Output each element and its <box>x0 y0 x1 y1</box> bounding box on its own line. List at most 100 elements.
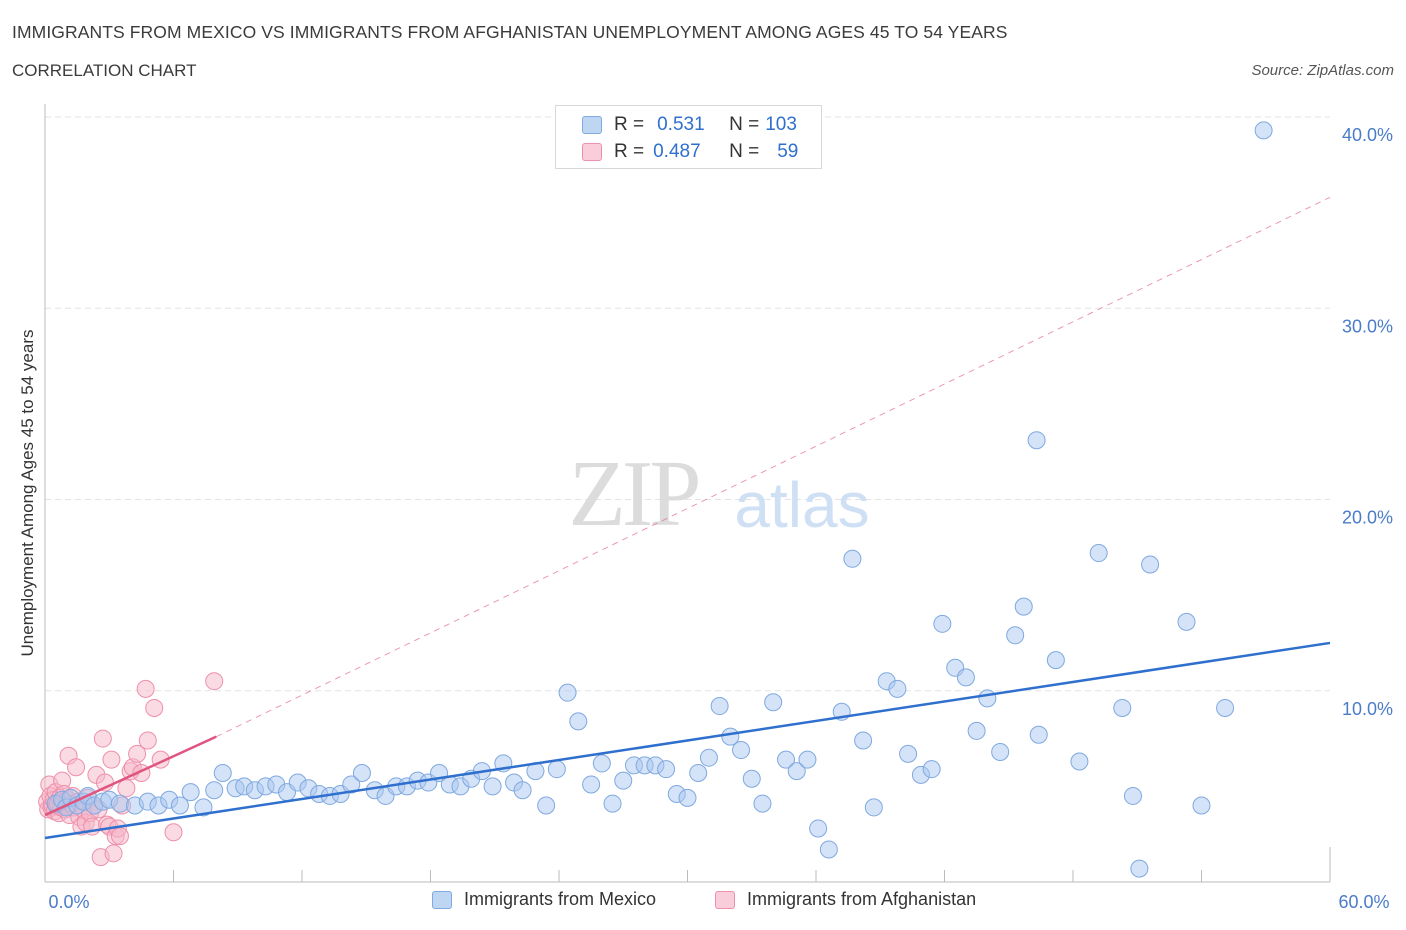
chart-title: IMMIGRANTS FROM MEXICO VS IMMIGRANTS FRO… <box>12 22 1008 42</box>
data-point-mexico <box>742 769 761 788</box>
data-point-mexico <box>592 754 611 773</box>
data-point-mexico <box>899 744 918 763</box>
data-point-mexico <box>967 721 986 740</box>
correlation-legend: R = 0.531 N = 103 R = 0.487 N = 59 <box>555 105 822 169</box>
data-point-mexico <box>1177 612 1196 631</box>
data-point-mexico <box>1216 698 1235 717</box>
data-point-mexico <box>1046 651 1065 670</box>
data-point-mexico <box>657 760 676 779</box>
data-point-mexico <box>732 741 751 760</box>
data-point-mexico <box>1070 752 1089 771</box>
data-point-afghanistan <box>104 844 123 863</box>
data-point-mexico <box>614 771 633 790</box>
data-point-mexico <box>569 712 588 731</box>
data-point-mexico <box>342 775 361 794</box>
watermark-zip: ZIP <box>569 442 699 546</box>
data-point-mexico <box>1027 431 1046 450</box>
data-point-afghanistan <box>164 823 183 842</box>
legend-r-value-mexico: 0.531 <box>657 114 705 135</box>
bottom-legend-afghanistan: Immigrants from Afghanistan <box>715 889 976 910</box>
series-afghanistan-points <box>38 672 224 867</box>
data-point-afghanistan <box>145 698 164 717</box>
data-point-afghanistan <box>93 729 112 748</box>
data-point-mexico <box>537 796 556 815</box>
legend-swatch-mexico <box>582 116 602 134</box>
data-point-mexico <box>991 742 1010 761</box>
data-point-afghanistan <box>138 731 157 750</box>
axes <box>44 104 1331 883</box>
y-tick-label: 10.0% <box>1342 699 1393 719</box>
data-point-afghanistan <box>205 672 224 691</box>
data-point-mexico <box>922 760 941 779</box>
data-point-mexico <box>710 697 729 716</box>
legend-n-label: N = <box>729 141 760 162</box>
data-point-mexico <box>787 762 806 781</box>
data-point-mexico <box>547 760 566 779</box>
legend-swatch-afghanistan <box>582 143 602 161</box>
data-point-mexico <box>1006 626 1025 645</box>
data-point-mexico <box>205 781 224 800</box>
data-point-mexico <box>798 750 817 769</box>
legend-row-mexico: R = 0.531 N = 103 <box>582 113 797 137</box>
data-point-mexico <box>1123 786 1142 805</box>
data-point-afghanistan <box>67 758 86 777</box>
data-point-mexico <box>194 798 213 817</box>
data-point-afghanistan <box>136 679 155 698</box>
data-point-mexico <box>819 840 838 859</box>
data-point-mexico <box>1130 859 1149 878</box>
data-point-mexico <box>1254 121 1273 140</box>
trend-line-afghanistan <box>44 735 217 817</box>
data-point-mexico <box>933 614 952 633</box>
data-point-mexico <box>753 794 772 813</box>
trend-line-mexico <box>44 641 1331 840</box>
data-point-mexico <box>582 775 601 794</box>
legend-row-afghanistan: R = 0.487 N = 59 <box>582 140 798 164</box>
data-point-mexico <box>110 794 129 813</box>
y-axis-label: Unemployment Among Ages 45 to 54 years <box>18 330 37 657</box>
bottom-legend-swatch-afghanistan <box>715 890 735 909</box>
data-point-afghanistan <box>102 750 121 769</box>
data-point-mexico <box>513 781 532 800</box>
y-tick-labels: 10.0% 20.0% 30.0% 40.0% <box>1342 125 1393 719</box>
y-tick-label: 30.0% <box>1342 316 1393 336</box>
data-point-afghanistan <box>128 744 147 763</box>
data-point-mexico <box>352 763 371 782</box>
trend-lines <box>216 196 1331 738</box>
legend-n-value-mexico: 103 <box>765 114 797 135</box>
data-point-mexico <box>1089 544 1108 563</box>
legend-r-label: R = <box>614 141 645 162</box>
data-point-mexico <box>1113 698 1132 717</box>
data-point-mexico <box>699 748 718 767</box>
source-credit: Source: ZipAtlas.com <box>1251 62 1394 79</box>
data-point-mexico <box>170 796 189 815</box>
x-tick-min: 0.0% <box>48 892 89 912</box>
bottom-legend-label-afghanistan: Immigrants from Afghanistan <box>747 889 977 909</box>
data-point-afghanistan <box>117 779 136 798</box>
legend-r-label: R = <box>614 114 645 135</box>
data-point-mexico <box>558 683 577 702</box>
grid-lines <box>45 116 1330 692</box>
series-mexico-points <box>46 121 1273 878</box>
legend-n-value-afghanistan: 59 <box>777 141 799 162</box>
data-point-mexico <box>864 798 883 817</box>
data-point-mexico <box>888 679 907 698</box>
bottom-legend-swatch-mexico <box>432 890 452 909</box>
data-point-mexico <box>603 794 622 813</box>
data-point-mexico <box>1192 796 1211 815</box>
bottom-legend-label-mexico: Immigrants from Mexico <box>464 889 657 909</box>
chart-subtitle: CORRELATION CHART <box>12 61 197 80</box>
data-point-mexico <box>1029 725 1048 744</box>
data-point-mexico <box>1014 597 1033 616</box>
watermark-atlas: atlas <box>734 469 869 541</box>
data-point-mexico <box>809 819 828 838</box>
data-point-mexico <box>764 693 783 712</box>
data-point-mexico <box>678 788 697 807</box>
data-point-mexico <box>689 763 708 782</box>
data-point-mexico <box>1141 555 1160 574</box>
bottom-legend-mexico: Immigrants from Mexico <box>432 889 656 910</box>
data-point-mexico <box>777 750 796 769</box>
legend-n-label: N = <box>729 114 760 135</box>
watermark: ZIP atlas <box>569 442 870 546</box>
y-tick-label: 20.0% <box>1342 508 1393 528</box>
